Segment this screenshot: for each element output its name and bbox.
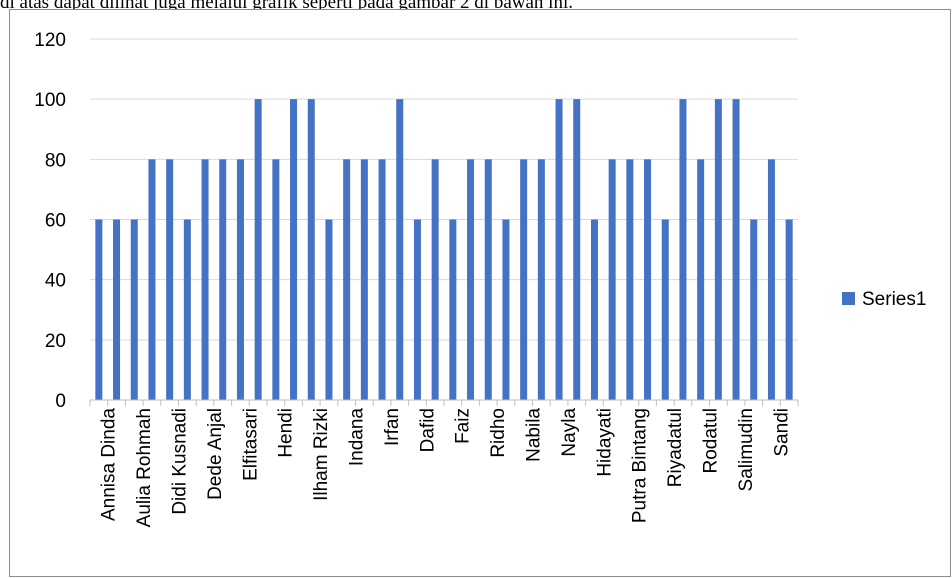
x-tick-label: Irfan — [382, 408, 403, 446]
bar — [626, 159, 634, 400]
x-tick-label: Aulia Rohmah — [134, 408, 155, 527]
y-tick-labels: 0 20 40 60 80 100 120 — [34, 30, 66, 412]
bar — [750, 219, 758, 400]
bar — [183, 219, 191, 400]
bar — [467, 159, 475, 400]
y-tick-label: 60 — [45, 211, 66, 232]
x-tick-label: Hendi — [276, 408, 297, 458]
legend-label: Series1 — [862, 289, 926, 310]
bar — [502, 219, 510, 400]
bar — [697, 159, 705, 400]
chart-frame — [9, 9, 951, 577]
x-tick-label: Elfitasari — [240, 408, 261, 481]
bar — [130, 219, 138, 400]
y-tick-label: 0 — [55, 391, 66, 412]
bars — [95, 99, 793, 401]
y-tick-label: 40 — [45, 271, 66, 292]
bar — [236, 159, 244, 400]
bar — [95, 219, 103, 400]
legend: Series1 — [842, 289, 926, 310]
bar — [608, 159, 616, 400]
x-tick-label: Ridho — [488, 408, 509, 458]
bar — [431, 159, 439, 400]
x-tick-label: Didi Kusnadi — [170, 408, 191, 515]
bar — [590, 219, 598, 400]
bar — [396, 99, 404, 401]
x-tick-label: Faiz — [453, 408, 474, 444]
bar — [679, 99, 687, 401]
bar — [732, 99, 740, 401]
x-tick-labels: Annisa Dinda Aulia Rohmah Didi Kusnadi Dede… — [99, 408, 793, 528]
bar — [325, 219, 333, 400]
x-tick-label: Salimudin — [736, 408, 757, 491]
bar — [555, 99, 563, 401]
x-tick-label: Sandi — [771, 408, 792, 457]
bar — [767, 159, 775, 400]
y-tick-label: 80 — [45, 150, 66, 171]
bar — [360, 159, 368, 400]
bar — [537, 159, 545, 400]
gridlines — [90, 38, 798, 341]
bar — [449, 219, 457, 400]
bar — [644, 159, 652, 400]
bar — [378, 159, 386, 400]
bar — [219, 159, 227, 400]
bar — [148, 159, 156, 400]
bar — [484, 159, 492, 400]
bar — [413, 219, 421, 400]
legend-swatch — [842, 292, 855, 305]
x-tick-label: Nayla — [559, 408, 580, 457]
x-tick-label: Dafid — [417, 408, 438, 452]
bar — [573, 99, 581, 401]
y-tick-label: 20 — [45, 331, 66, 352]
y-tick-label: 100 — [34, 90, 66, 111]
bar — [785, 219, 793, 400]
bar — [307, 99, 315, 401]
bar — [714, 99, 722, 401]
bar — [254, 99, 262, 401]
x-tick-label: Riyadatul — [665, 408, 686, 487]
x-tick-label: Dede Anjal — [205, 408, 226, 500]
bar — [166, 159, 174, 400]
x-tick-label: Hidayati — [594, 408, 615, 477]
y-tick-label: 120 — [34, 30, 66, 51]
bar — [290, 99, 298, 401]
x-axis — [89, 399, 799, 406]
x-tick-label: Ilham Rizki — [311, 408, 332, 501]
x-tick-label: Indana — [347, 408, 368, 467]
x-tick-label: Nabila — [524, 408, 545, 462]
bar — [201, 159, 209, 400]
bar — [661, 219, 669, 400]
bar — [520, 159, 528, 400]
x-tick-label: Annisa Dinda — [99, 408, 120, 521]
x-tick-label: Rodatul — [701, 408, 722, 474]
x-tick-label: Putra Bintang — [630, 408, 651, 523]
bar — [113, 219, 121, 400]
bar — [343, 159, 351, 400]
bar — [272, 159, 280, 400]
